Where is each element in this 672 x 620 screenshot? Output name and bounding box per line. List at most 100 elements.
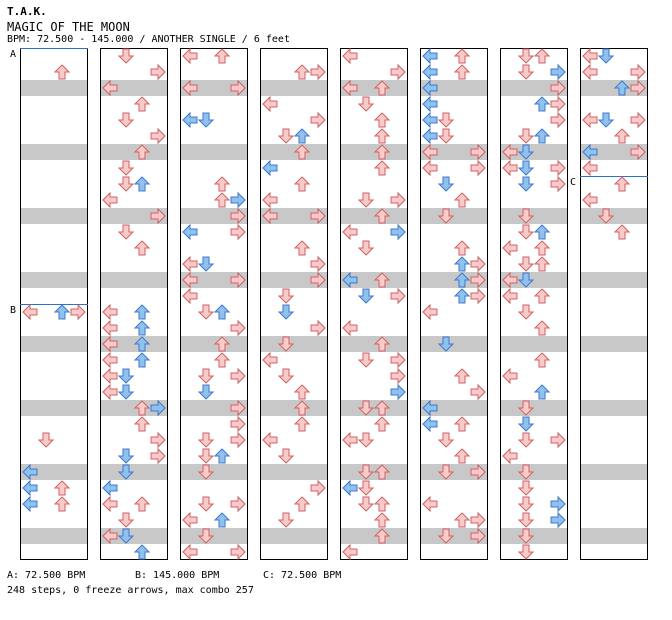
step-arrow-left bbox=[582, 159, 598, 177]
step-arrow-down bbox=[357, 96, 375, 112]
step-arrow-left bbox=[422, 111, 438, 129]
step-arrow-right bbox=[550, 495, 566, 513]
bpm-legend-c: C: 72.500 BPM bbox=[263, 570, 342, 581]
beat-stripe bbox=[500, 464, 568, 480]
step-arrow-up bbox=[373, 128, 391, 144]
step-arrow-left bbox=[102, 495, 118, 513]
step-arrow-down bbox=[277, 336, 295, 352]
step-arrow-up bbox=[453, 256, 471, 272]
step-arrow-down bbox=[197, 112, 215, 128]
step-arrow-down bbox=[117, 384, 135, 400]
step-arrow-up bbox=[293, 384, 311, 400]
step-arrow-left bbox=[342, 79, 358, 97]
step-arrow-down bbox=[517, 144, 535, 160]
step-arrow-left bbox=[582, 191, 598, 209]
step-arrow-up bbox=[293, 416, 311, 432]
beat-stripe bbox=[340, 400, 408, 416]
step-arrow-up bbox=[613, 176, 631, 192]
chart-column bbox=[580, 48, 648, 560]
beat-stripe bbox=[500, 528, 568, 544]
step-arrow-down bbox=[357, 400, 375, 416]
step-arrow-up bbox=[133, 544, 151, 560]
step-arrow-up bbox=[133, 320, 151, 336]
step-arrow-down bbox=[197, 384, 215, 400]
step-arrow-right bbox=[230, 399, 246, 417]
beat-stripe bbox=[340, 528, 408, 544]
step-arrow-down bbox=[197, 448, 215, 464]
beat-stripe bbox=[340, 80, 408, 96]
beat-stripe bbox=[420, 528, 488, 544]
step-arrow-down bbox=[117, 176, 135, 192]
beat-stripe bbox=[20, 464, 88, 480]
step-arrow-left bbox=[342, 319, 358, 337]
step-arrow-down bbox=[597, 208, 615, 224]
beat-stripe bbox=[100, 272, 168, 288]
step-arrow-left bbox=[342, 271, 358, 289]
step-arrow-down bbox=[517, 176, 535, 192]
step-arrow-right bbox=[470, 511, 486, 529]
step-arrow-up bbox=[373, 144, 391, 160]
step-arrow-left bbox=[262, 207, 278, 225]
step-arrow-up bbox=[133, 352, 151, 368]
step-arrow-right bbox=[230, 415, 246, 433]
step-arrow-down bbox=[357, 480, 375, 496]
step-arrow-right bbox=[150, 399, 166, 417]
step-arrow-down bbox=[517, 464, 535, 480]
step-arrow-down bbox=[357, 288, 375, 304]
step-arrow-up bbox=[453, 288, 471, 304]
step-arrow-left bbox=[102, 303, 118, 321]
step-arrow-up bbox=[213, 48, 231, 64]
beat-stripe bbox=[580, 464, 648, 480]
step-arrow-right bbox=[150, 63, 166, 81]
beat-stripe bbox=[340, 208, 408, 224]
step-arrow-down bbox=[517, 512, 535, 528]
step-arrow-left bbox=[102, 319, 118, 337]
step-arrow-right bbox=[230, 495, 246, 513]
beat-stripe bbox=[180, 80, 248, 96]
step-arrow-up bbox=[293, 128, 311, 144]
step-arrow-up bbox=[533, 320, 551, 336]
step-arrow-right bbox=[630, 63, 646, 81]
step-arrow-down bbox=[597, 48, 615, 64]
step-arrow-right bbox=[230, 271, 246, 289]
step-arrow-down bbox=[117, 368, 135, 384]
step-arrow-up bbox=[53, 64, 71, 80]
step-arrow-right bbox=[390, 191, 406, 209]
bpm-change-label: B bbox=[10, 305, 16, 316]
step-arrow-up bbox=[293, 64, 311, 80]
step-arrow-right bbox=[230, 207, 246, 225]
step-arrow-left bbox=[182, 79, 198, 97]
step-arrow-down bbox=[117, 512, 135, 528]
step-arrow-right bbox=[150, 447, 166, 465]
step-arrow-down bbox=[517, 400, 535, 416]
step-arrow-right bbox=[70, 303, 86, 321]
step-arrow-up bbox=[533, 256, 551, 272]
step-arrow-up bbox=[453, 448, 471, 464]
step-arrow-up bbox=[53, 304, 71, 320]
step-arrow-left bbox=[342, 543, 358, 561]
step-arrow-right bbox=[390, 351, 406, 369]
step-arrow-down bbox=[597, 112, 615, 128]
step-arrow-left bbox=[502, 143, 518, 161]
artist-name: T.A.K. bbox=[7, 5, 47, 18]
step-arrow-up bbox=[533, 48, 551, 64]
step-arrow-down bbox=[437, 336, 455, 352]
beat-stripe bbox=[260, 464, 328, 480]
bpm-change-label: C bbox=[570, 177, 576, 188]
step-arrow-down bbox=[517, 272, 535, 288]
step-arrow-up bbox=[133, 240, 151, 256]
beat-stripe bbox=[260, 400, 328, 416]
step-arrow-down bbox=[517, 48, 535, 64]
step-arrow-down bbox=[437, 208, 455, 224]
beat-stripe bbox=[420, 336, 488, 352]
step-arrow-up bbox=[613, 80, 631, 96]
step-arrow-left bbox=[422, 159, 438, 177]
beat-stripe bbox=[340, 144, 408, 160]
step-arrow-left bbox=[502, 159, 518, 177]
step-arrow-left bbox=[342, 223, 358, 241]
step-arrow-down bbox=[517, 416, 535, 432]
beat-stripe bbox=[20, 144, 88, 160]
step-arrow-right bbox=[230, 367, 246, 385]
step-arrow-up bbox=[453, 240, 471, 256]
beat-stripe bbox=[100, 80, 168, 96]
